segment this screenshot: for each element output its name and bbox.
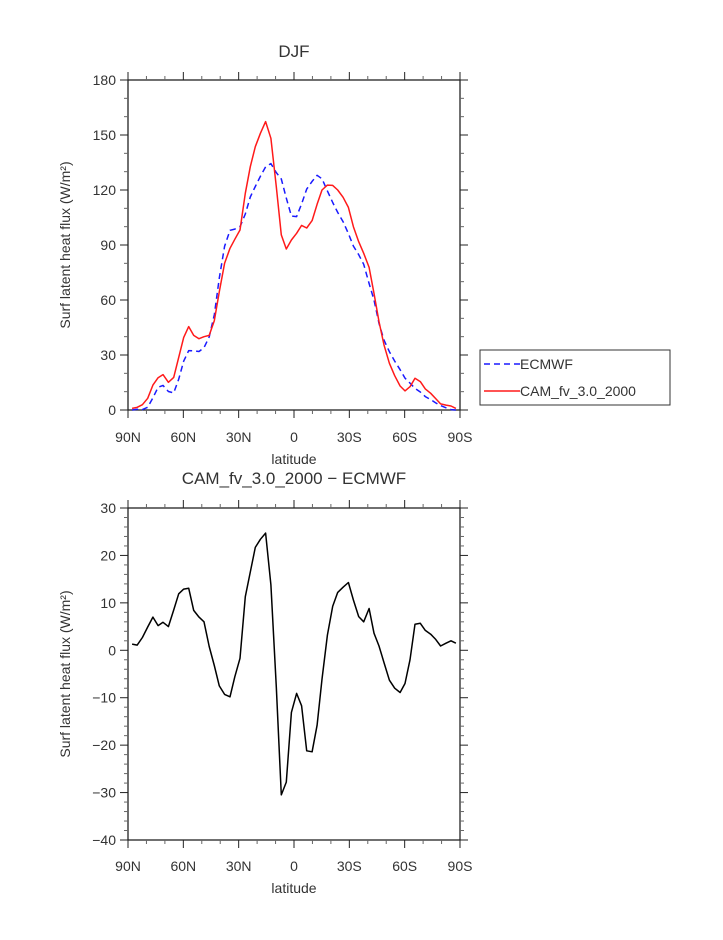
x-tick-label: 90S (448, 858, 473, 874)
x-tick-label: 60S (392, 858, 417, 874)
x-axis-label: latitude (271, 880, 316, 896)
x-tick-label: 60N (170, 858, 196, 874)
legend-label-cam: CAM_fv_3.0_2000 (520, 383, 636, 399)
x-tick-label: 60S (392, 429, 417, 445)
y-tick-label: 120 (93, 182, 117, 198)
y-tick-label: 90 (100, 237, 116, 253)
y-tick-label: 0 (108, 642, 116, 658)
y-tick-label: 180 (93, 72, 117, 88)
x-tick-label: 30N (226, 429, 252, 445)
x-axis-label: latitude (271, 451, 316, 467)
x-tick-label: 0 (290, 429, 298, 445)
series-line-cam-fv-3-0-2000 (131, 120, 457, 410)
y-tick-label: 150 (93, 127, 117, 143)
y-tick-label: −20 (92, 737, 116, 753)
y-tick-label: −10 (92, 690, 116, 706)
bottom-chart-difference: CAM_fv_3.0_2000 − ECMWF latitude Surf la… (57, 469, 472, 896)
series-line-difference (131, 532, 457, 796)
y-tick-label: −40 (92, 832, 116, 848)
y-tick-label: 30 (100, 500, 116, 516)
legend-label-ecmwf: ECMWF (520, 356, 573, 372)
legend: ECMWF CAM_fv_3.0_2000 (479, 349, 671, 406)
y-tick-label: 60 (100, 292, 116, 308)
x-tick-label: 90N (115, 858, 141, 874)
x-tick-label: 90S (448, 429, 473, 445)
y-tick-label: −30 (92, 785, 116, 801)
y-axis-label: Surf latent heat flux (W/m²) (57, 590, 73, 757)
x-tick-label: 30S (337, 429, 362, 445)
chart-title: CAM_fv_3.0_2000 − ECMWF (182, 469, 406, 488)
y-tick-label: 20 (100, 547, 116, 563)
x-tick-label: 0 (290, 858, 298, 874)
y-tick-label: 30 (100, 347, 116, 363)
top-chart-djf: DJF latitude Surf latent heat flux (W/m²… (57, 42, 671, 467)
x-tick-label: 30N (226, 858, 252, 874)
y-tick-label: 10 (100, 595, 116, 611)
y-tick-label: 0 (108, 402, 116, 418)
plot-frame (127, 507, 461, 841)
y-axis-label: Surf latent heat flux (W/m²) (57, 161, 73, 328)
legend-box (479, 349, 671, 406)
chart-title: DJF (278, 42, 309, 61)
x-tick-label: 30S (337, 858, 362, 874)
x-tick-label: 60N (170, 429, 196, 445)
series-line-ecmwf (131, 162, 456, 411)
x-tick-label: 90N (115, 429, 141, 445)
